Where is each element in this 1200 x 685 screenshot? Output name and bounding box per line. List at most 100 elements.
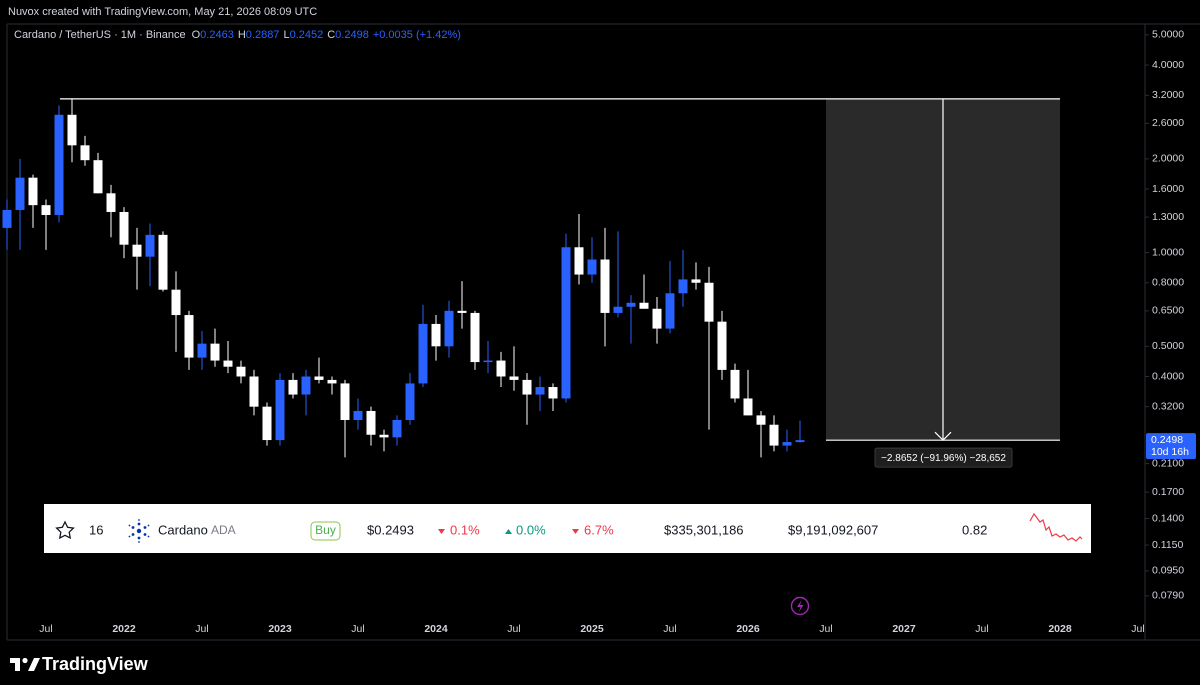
- measure-arrowhead: [934, 431, 952, 442]
- y-tick-label: 4.0000: [1152, 59, 1184, 71]
- x-tick-label: 2025: [580, 623, 604, 635]
- ohlc-key: O: [192, 29, 201, 41]
- coin-ticker: ADA: [211, 523, 236, 537]
- candle-body: [574, 247, 584, 275]
- candle-body: [28, 177, 38, 206]
- tradingview-logo: TradingView: [10, 654, 149, 674]
- y-tick-label: 0.1700: [1152, 486, 1184, 498]
- ratio: 0.82: [962, 522, 987, 537]
- candle-body: [587, 259, 597, 275]
- buy-label[interactable]: Buy: [315, 523, 336, 537]
- ohlc-key: L: [283, 29, 289, 41]
- candle-body: [769, 424, 779, 446]
- change-24h: 0.0%: [516, 522, 546, 537]
- candle-body: [613, 306, 623, 313]
- measure-label-box: [874, 447, 1013, 468]
- y-tick-label: 2.6000: [1152, 117, 1184, 129]
- y-tick-label: 0.5000: [1152, 340, 1184, 352]
- favorite-star[interactable]: [55, 520, 75, 540]
- header-note: Nuvox created with TradingView.com, May …: [8, 6, 317, 18]
- rank: 16: [89, 522, 103, 537]
- ohlc-value: 0.2887: [246, 29, 280, 41]
- candle-body: [730, 369, 740, 399]
- change-7d: 6.7%: [584, 522, 614, 537]
- candle-body: [626, 302, 636, 307]
- candle-body: [717, 321, 727, 370]
- candle-body: [795, 440, 805, 443]
- candle-body: [535, 387, 545, 395]
- brand-name: TradingView: [42, 654, 149, 674]
- ohlc-key: H: [238, 29, 246, 41]
- candle-body: [106, 193, 116, 212]
- candle-body: [132, 244, 142, 257]
- price-tag-value: 0.2498: [1151, 434, 1183, 446]
- x-tick-label: Jul: [351, 623, 364, 635]
- candle-body: [548, 387, 558, 399]
- candle-body: [119, 211, 129, 245]
- candle-body: [262, 406, 272, 441]
- candle-body: [15, 177, 25, 210]
- ohlc-key: C: [327, 29, 335, 41]
- candle-body: [782, 442, 792, 446]
- y-tick-label: 0.2100: [1152, 457, 1184, 469]
- x-tick-label: Jul: [39, 623, 52, 635]
- lightning-icon[interactable]: [790, 596, 810, 616]
- candle-body: [405, 383, 415, 420]
- y-tick-label: 0.8000: [1152, 277, 1184, 289]
- candle-body: [327, 379, 337, 384]
- candle-body: [236, 366, 246, 377]
- candle-body: [639, 302, 649, 309]
- sparkline: [1029, 512, 1083, 542]
- candle-body: [496, 360, 506, 377]
- candle-body: [444, 310, 454, 347]
- candle-body: [54, 114, 64, 216]
- plot-area: −2.8652 (−91.96%) −28,652: [2, 98, 1060, 468]
- cardano-logo: [128, 519, 150, 543]
- candle-body: [691, 279, 701, 283]
- watchlist-background: [44, 504, 1091, 553]
- x-tick-label: 2023: [268, 623, 292, 635]
- y-tick-label: 3.2000: [1152, 89, 1184, 101]
- candle-body: [665, 293, 675, 329]
- y-tick-label: 0.4000: [1152, 370, 1184, 382]
- price-tag-countdown: 10d 16h: [1151, 446, 1189, 458]
- market-cap: $9,191,092,607: [788, 522, 878, 537]
- candle-body: [80, 145, 90, 161]
- x-tick-label: 2027: [892, 623, 916, 635]
- y-tick-label: 1.3000: [1152, 211, 1184, 223]
- symbol-title: Cardano / TetherUS · 1M · Binance: [14, 29, 186, 41]
- x-tick-label: Jul: [1131, 623, 1144, 635]
- candle-body: [379, 434, 389, 438]
- x-tick-label: 2026: [736, 623, 760, 635]
- x-tick-label: 2024: [424, 623, 448, 635]
- y-tick-label: 0.0950: [1152, 565, 1184, 577]
- candle-body: [184, 315, 194, 358]
- measure-label: −2.8652 (−91.96%) −28,652: [881, 453, 1006, 464]
- y-tick-label: 5.0000: [1152, 29, 1184, 41]
- candle-body: [223, 360, 233, 367]
- y-tick-label: 0.1400: [1152, 512, 1184, 524]
- candle-body: [522, 379, 532, 395]
- x-tick-label: 2028: [1048, 623, 1072, 635]
- watchlist-row: 16 Cardano ADA Buy $0.2493 0.1% 0.0% 6.7…: [44, 504, 1091, 553]
- candle-body: [353, 410, 363, 420]
- ohlc-value: 0.2463: [200, 29, 234, 41]
- buy-button[interactable]: [310, 521, 341, 541]
- ohlc-value: 0.2498: [335, 29, 369, 41]
- candle-body: [470, 312, 480, 363]
- price-tag: [1146, 433, 1196, 460]
- coin-name[interactable]: Cardano: [158, 522, 208, 537]
- candle-body: [197, 343, 207, 358]
- candle-body: [301, 376, 311, 395]
- candle-body: [67, 114, 77, 146]
- x-tick-label: Jul: [663, 623, 676, 635]
- candle-body: [145, 234, 155, 257]
- price: $0.2493: [367, 522, 414, 537]
- candle-body: [392, 419, 402, 438]
- candle-body: [158, 234, 168, 290]
- x-tick-label: 2022: [112, 623, 136, 635]
- candle-body: [249, 376, 259, 407]
- x-tick-label: Jul: [195, 623, 208, 635]
